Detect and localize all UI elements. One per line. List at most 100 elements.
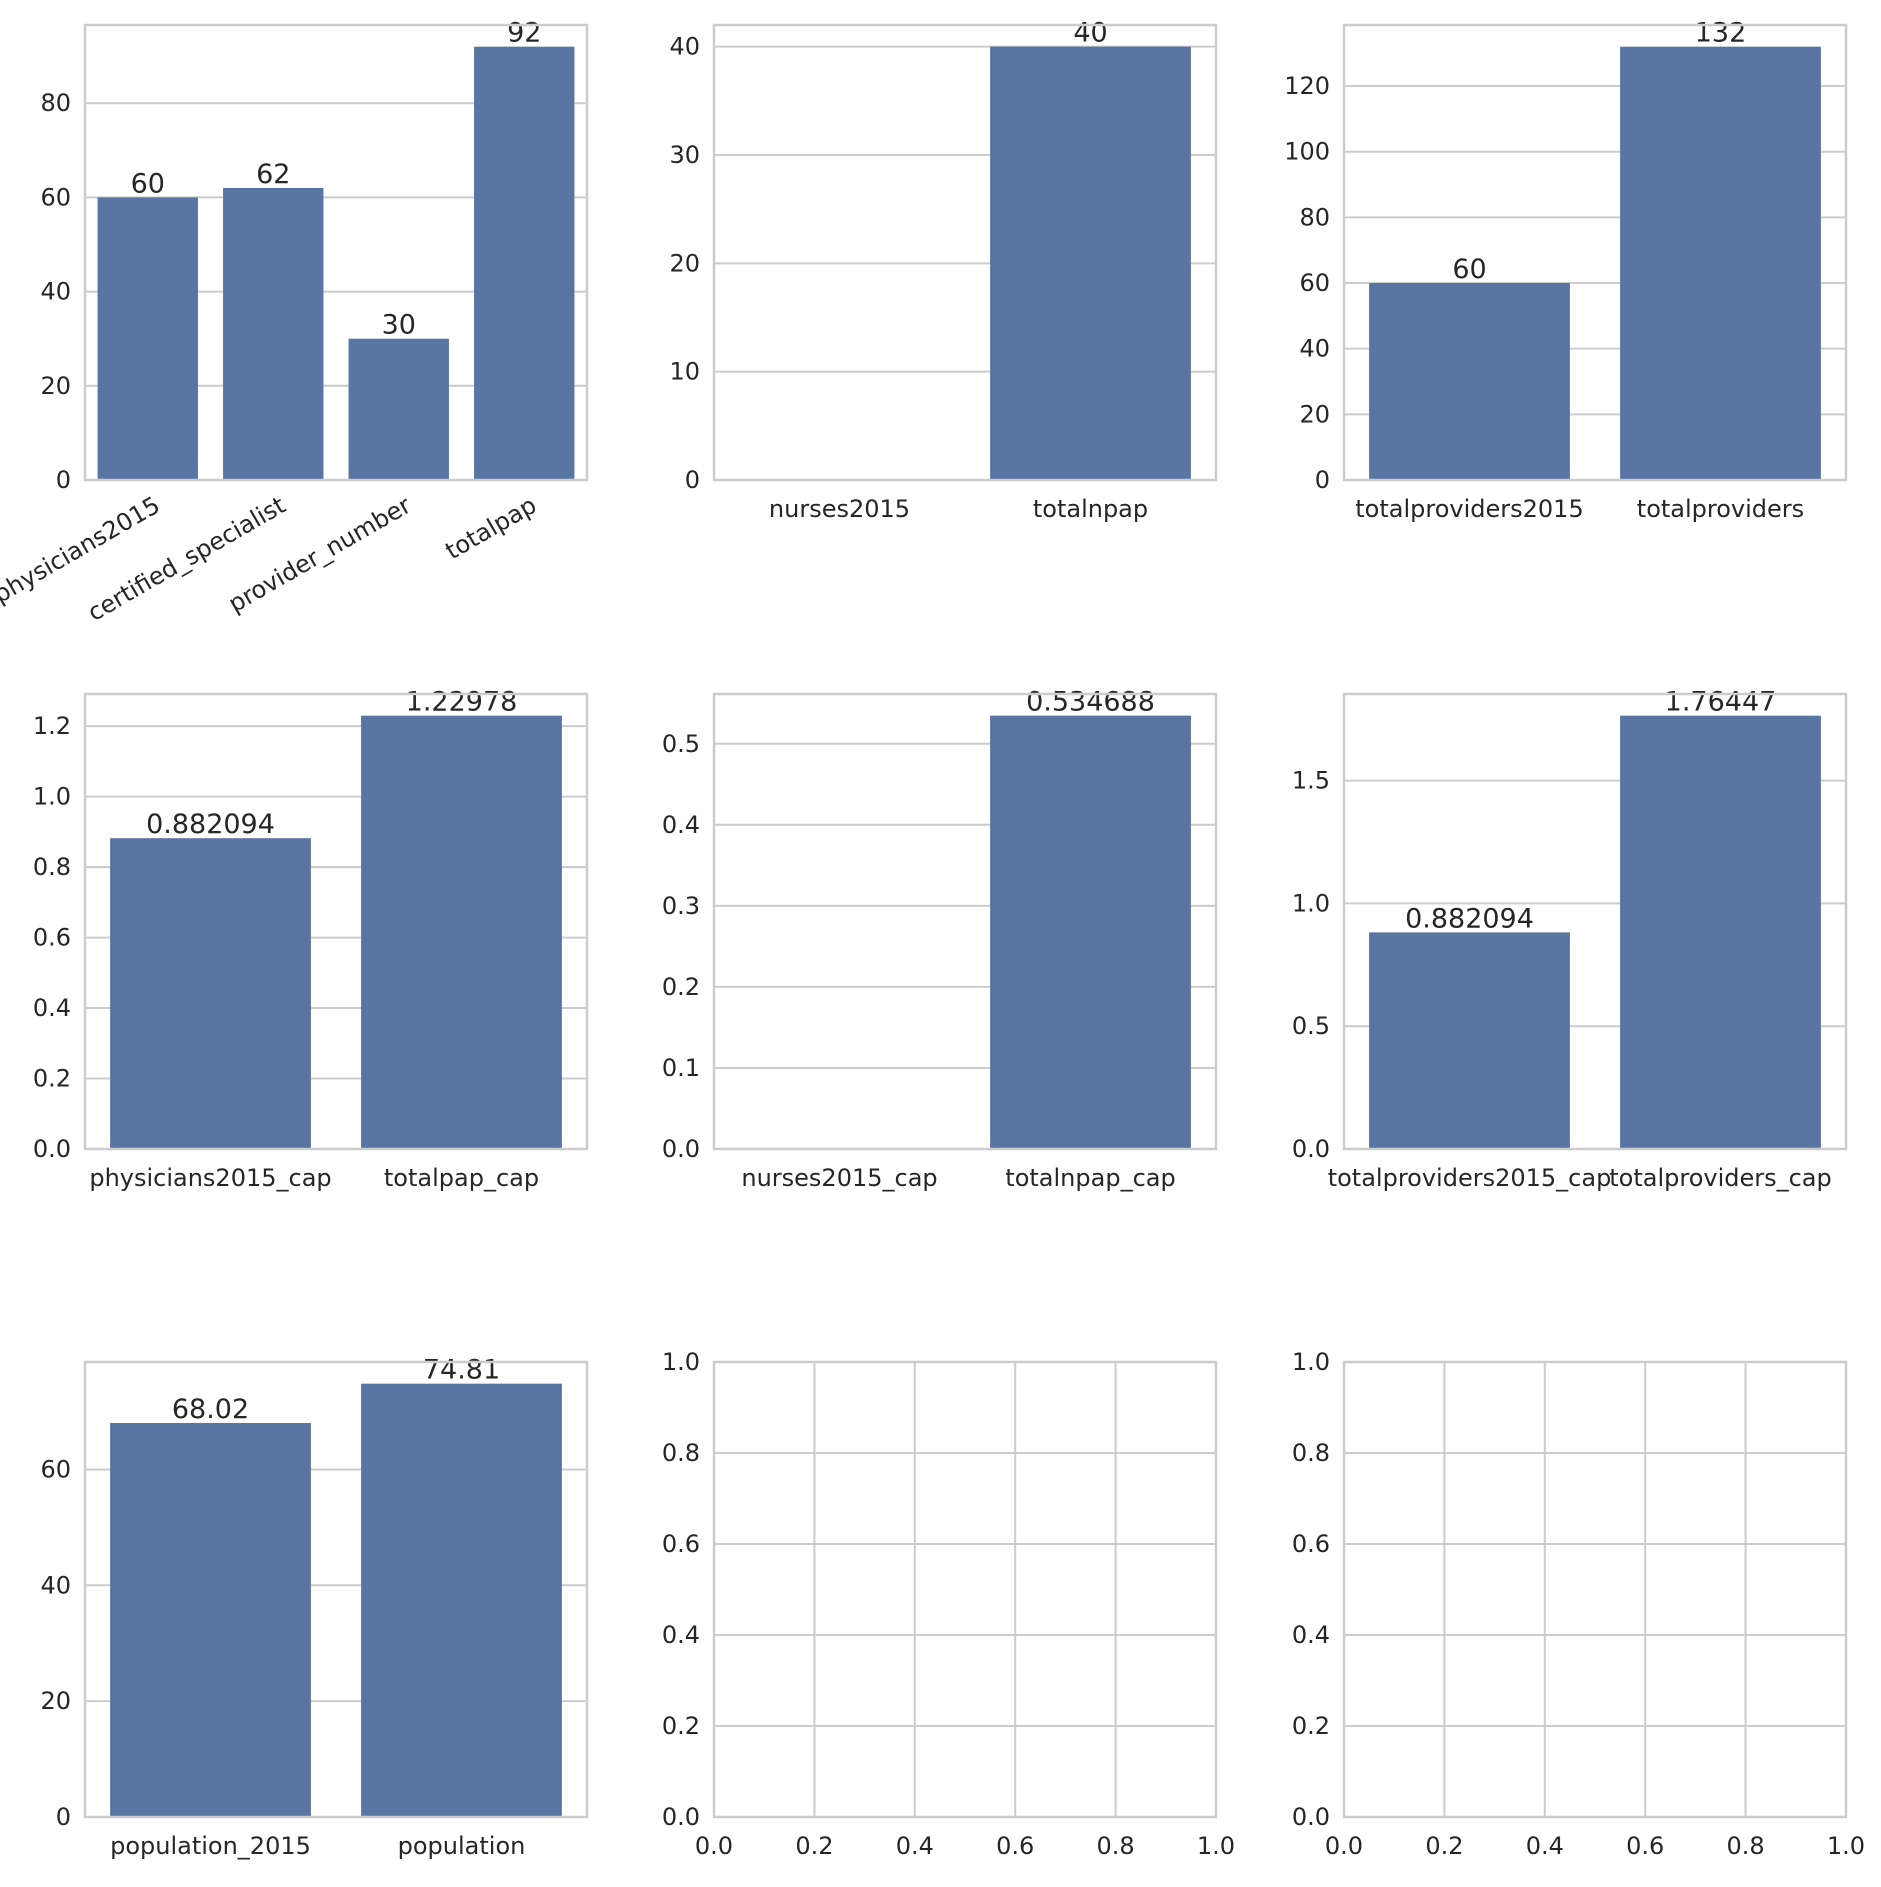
y-tick-label: 0.1 (662, 1054, 700, 1082)
x-tick-label: 0.0 (695, 1832, 733, 1860)
y-tick-label: 0.0 (1292, 1135, 1330, 1163)
y-tick-label: 0.5 (662, 730, 700, 758)
bar-value-label: 68.02 (172, 1394, 249, 1425)
y-tick-label: 1.0 (1292, 889, 1330, 917)
bar (361, 1383, 562, 1817)
chart-panel-6: 0.0 0.5 1.0 1.5 0.882094 totalproviders2015_c… (1292, 687, 1848, 1192)
bar (990, 715, 1191, 1149)
bar-value-label: 0.882094 (146, 809, 275, 840)
x-tick-label: totalnpap (1033, 495, 1148, 523)
axes-frame (712, 692, 1218, 1151)
y-tick-label: 0.8 (33, 853, 71, 881)
y-tick-label: 0.3 (662, 892, 700, 920)
y-tick-label: 1.0 (1292, 1348, 1330, 1376)
chart-panel-7: 0 20 40 60 68.02 population_2015 74.81 populati… (40, 1355, 589, 1860)
y-tick-label: 0.4 (1292, 1621, 1330, 1649)
bar-value-label: 92 (507, 18, 541, 49)
y-tick-label: 20 (669, 249, 700, 277)
y-tick-label: 40 (40, 278, 71, 306)
y-tick-label: 0.8 (662, 1439, 700, 1467)
y-tick-label: 20 (40, 1687, 71, 1715)
y-tick-label: 0.6 (1292, 1530, 1330, 1558)
bar (1620, 715, 1821, 1149)
y-tick-label: 1.0 (662, 1348, 700, 1376)
x-tick-label: 0.8 (1097, 1832, 1135, 1860)
y-tick-label: 40 (40, 1571, 71, 1599)
bar (361, 715, 562, 1149)
x-tick-label: totalproviders_cap (1609, 1164, 1832, 1192)
y-tick-label: 0.6 (662, 1530, 700, 1558)
axes-frame (83, 1360, 589, 1819)
y-tick-label: 0.0 (662, 1803, 700, 1831)
chart-panel-3: 0 20 40 60 80 100 120 60 totalproviders2015 132 to… (1284, 18, 1848, 523)
y-tick-label: 0.8 (1292, 1439, 1330, 1467)
y-tick-label: 0.4 (662, 1621, 700, 1649)
chart-panel-5: 0.0 0.1 0.2 0.3 0.4 0.5 nurses2015_cap 0.534688… (662, 687, 1218, 1192)
axes-frame (83, 692, 589, 1151)
y-tick-label: 0.2 (662, 1712, 700, 1740)
chart-panel-9: 0.0 0.2 0.4 0.6 0.8 1.0 0.0 0.2 0.4 0.6 0.8 1.0 (1292, 1348, 1865, 1860)
chart-panel-4: 0.0 0.2 0.4 0.6 0.8 1.0 1.2 0.882094 physicians2… (33, 687, 589, 1192)
x-tick-label: 1.0 (1197, 1832, 1235, 1860)
y-tick-label: 40 (669, 33, 700, 61)
x-tick-label: totalpap_cap (384, 1164, 539, 1192)
bar (1369, 283, 1570, 480)
x-tick-label: totalproviders (1637, 495, 1804, 523)
bar-value-label: 132 (1695, 18, 1747, 49)
x-tick-label: 0.2 (795, 1832, 833, 1860)
x-tick-label: physicians2015_cap (89, 1164, 331, 1192)
bar (990, 46, 1191, 481)
x-tick-label: totalproviders2015 (1355, 495, 1583, 523)
bar (474, 46, 575, 481)
bar (348, 338, 449, 480)
y-tick-label: 0 (1315, 466, 1330, 494)
x-tick-label: 0.0 (1325, 1832, 1363, 1860)
y-tick-label: 30 (669, 141, 700, 169)
x-tick-label: 0.2 (1425, 1832, 1463, 1860)
bar-value-label: 0.882094 (1405, 903, 1534, 934)
bar-value-label: 1.76447 (1665, 687, 1777, 718)
x-tick-label: 1.0 (1827, 1832, 1865, 1860)
y-tick-label: 40 (1299, 335, 1330, 363)
x-tick-label: 0.8 (1727, 1832, 1765, 1860)
chart-panel-2: 0 10 20 30 40 nurses2015 40 totalnpap (669, 18, 1218, 523)
y-tick-label: 10 (669, 358, 700, 386)
x-tick-label: totalnpap_cap (1005, 1164, 1175, 1192)
bar-value-label: 60 (131, 168, 165, 199)
y-tick-label: 120 (1284, 72, 1330, 100)
y-tick-label: 1.2 (33, 712, 71, 740)
bar-value-label: 40 (1073, 18, 1107, 49)
y-tick-label: 60 (40, 1455, 71, 1483)
x-tick-label: 0.6 (996, 1832, 1034, 1860)
axes-frame (712, 23, 1218, 482)
y-tick-label: 0 (56, 1803, 71, 1831)
bar-value-label: 62 (256, 159, 290, 190)
bar-value-label: 60 (1452, 254, 1486, 285)
axes-frame (1342, 1360, 1848, 1819)
y-tick-label: 1.5 (1292, 767, 1330, 795)
y-tick-label: 0.0 (33, 1135, 71, 1163)
y-tick-label: 20 (1299, 400, 1330, 428)
y-tick-label: 0.4 (33, 994, 71, 1022)
y-tick-label: 20 (40, 372, 71, 400)
x-tick-label: population (398, 1832, 526, 1860)
y-tick-label: 0.5 (1292, 1012, 1330, 1040)
y-tick-label: 60 (40, 183, 71, 211)
bar (110, 1422, 311, 1817)
y-tick-label: 80 (1299, 203, 1330, 231)
y-tick-label: 0.4 (662, 811, 700, 839)
bar (110, 838, 311, 1149)
x-tick-label: population_2015 (110, 1832, 311, 1860)
bar-value-label: 30 (382, 310, 416, 341)
x-tick-label: totalproviders2015_cap (1328, 1164, 1612, 1192)
axes-frame (83, 23, 589, 482)
y-tick-label: 0.0 (1292, 1803, 1330, 1831)
x-tick-label: nurses2015_cap (741, 1164, 937, 1192)
axes-frame (712, 1360, 1218, 1819)
y-tick-label: 80 (40, 89, 71, 117)
y-tick-label: 60 (1299, 269, 1330, 297)
x-tick-label: nurses2015 (769, 495, 910, 523)
y-tick-label: 0.2 (662, 973, 700, 1001)
chart-panel-8: 0.0 0.2 0.4 0.6 0.8 1.0 0.0 0.2 0.4 0.6 0.8 1.0 (662, 1348, 1235, 1860)
